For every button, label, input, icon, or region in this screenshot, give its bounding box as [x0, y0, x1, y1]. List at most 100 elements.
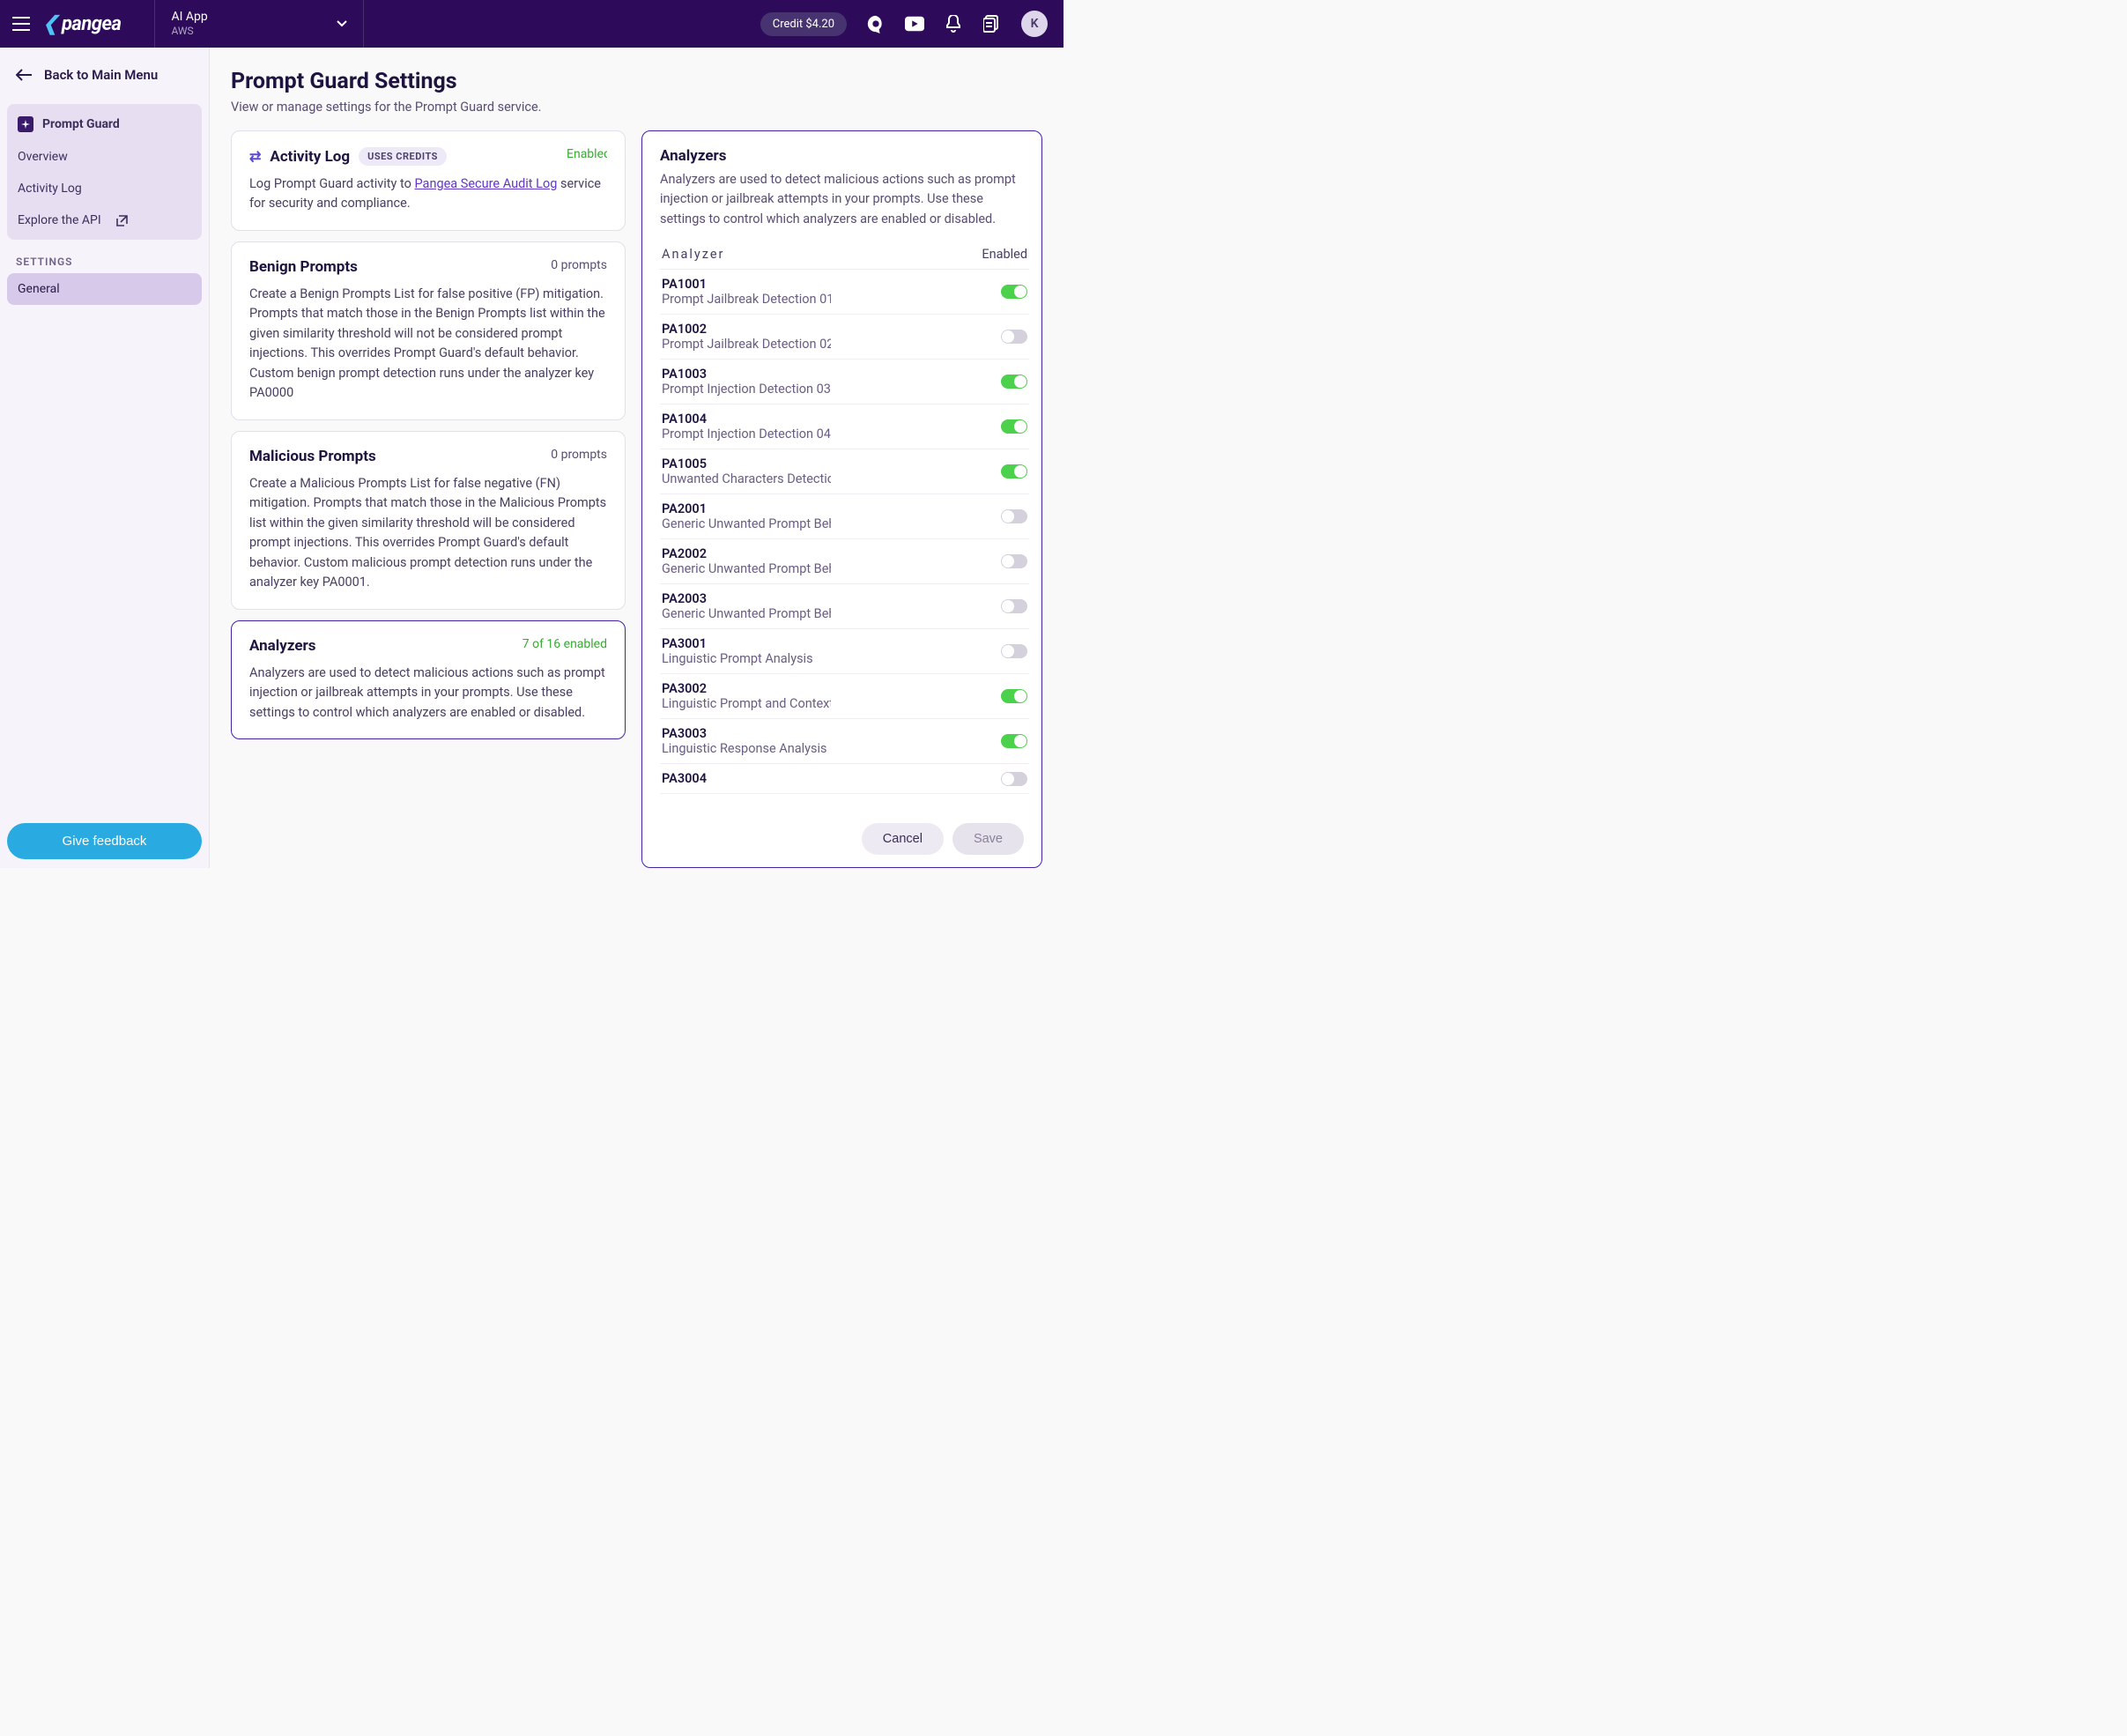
card-malicious-prompts[interactable]: Malicious Prompts 0 prompts Create a Mal… [231, 431, 626, 610]
analyzer-name: Generic Unwanted Prompt Behavior [662, 561, 831, 576]
app-selector[interactable]: AI App AWS [154, 0, 364, 48]
analyzer-row: PA2003Generic Unwanted Prompt Behavior [660, 584, 1029, 629]
chat-icon[interactable] [866, 14, 886, 33]
swap-icon: ⇄ [249, 148, 261, 165]
external-link-icon [115, 214, 129, 227]
bell-icon[interactable] [944, 14, 963, 33]
nav-explore-api[interactable]: Explore the API [7, 204, 202, 236]
chevron-down-icon [337, 20, 347, 27]
logo-text: pangea [62, 13, 122, 35]
analyzer-id: PA1004 [662, 412, 831, 427]
nav-label: Activity Log [18, 182, 82, 196]
analyzer-toggle[interactable] [1001, 375, 1027, 389]
card-analyzers[interactable]: Analyzers 7 of 16 enabled Analyzers are … [231, 620, 626, 739]
analyzer-id: PA1005 [662, 456, 831, 471]
page-title: Prompt Guard Settings [231, 69, 1042, 94]
credit-pill[interactable]: Credit $4.20 [760, 12, 847, 36]
analyzer-toggle[interactable] [1001, 644, 1027, 658]
col-enabled: Enabled [982, 247, 1027, 262]
analyzer-toggle[interactable] [1001, 599, 1027, 613]
back-to-main[interactable]: Back to Main Menu [0, 55, 209, 95]
nav-label: Overview [18, 150, 68, 164]
settings-section-label: SETTINGS [16, 256, 209, 268]
avatar[interactable]: K [1021, 11, 1048, 37]
docs-icon[interactable] [982, 14, 1002, 33]
analyzer-name: Linguistic Prompt and Context [662, 696, 831, 711]
analyzer-id: PA3004 [662, 771, 831, 786]
nav-prompt-guard[interactable]: Prompt Guard [7, 108, 202, 141]
analyzer-toggle[interactable] [1001, 285, 1027, 299]
analyzer-toggle[interactable] [1001, 689, 1027, 703]
analyzer-toggle[interactable] [1001, 509, 1027, 523]
analyzer-id: PA3002 [662, 681, 831, 696]
logo-caret-icon: ❮ [42, 13, 58, 35]
analyzer-toggle[interactable] [1001, 554, 1027, 568]
app-name: AI App [171, 10, 207, 25]
card-title: Activity Log [270, 148, 350, 166]
card-title: Malicious Prompts [249, 448, 376, 465]
nav-overview[interactable]: Overview [7, 141, 202, 173]
audit-log-link[interactable]: Pangea Secure Audit Log [414, 176, 557, 191]
panel-description: Analyzers are used to detect malicious a… [660, 170, 1034, 229]
analyzer-toggle[interactable] [1001, 330, 1027, 344]
top-header: ❮ pangea AI App AWS Credit $4.20 K [0, 0, 1064, 48]
sidebar: Back to Main Menu Prompt Guard Overview … [0, 48, 210, 868]
menu-icon [12, 17, 30, 31]
card-body: Create a Malicious Prompts List for fals… [249, 474, 607, 593]
analyzer-row: PA3001Linguistic Prompt Analysis [660, 629, 1029, 674]
analyzer-row: PA2001Generic Unwanted Prompt Behavior [660, 494, 1029, 539]
analyzer-row: PA1001Prompt Jailbreak Detection 01 [660, 270, 1029, 315]
analyzer-toggle[interactable] [1001, 734, 1027, 748]
analyzer-id: PA2002 [662, 546, 831, 561]
page-description: View or manage settings for the Prompt G… [231, 100, 1042, 115]
analyzer-row: PA3002Linguistic Prompt and Context [660, 674, 1029, 719]
credit-label: Credit $4.20 [773, 18, 834, 31]
feedback-label: Give feedback [63, 834, 147, 849]
analyzer-toggle[interactable] [1001, 464, 1027, 479]
analyzer-id: PA3001 [662, 636, 831, 651]
analyzer-row: PA3004 [660, 764, 1029, 794]
card-benign-prompts[interactable]: Benign Prompts 0 prompts Create a Benign… [231, 241, 626, 420]
main-content: Prompt Guard Settings View or manage set… [210, 48, 1064, 868]
analyzer-row: PA1005Unwanted Characters Detection [660, 449, 1029, 494]
analyzers-panel: Analyzers Analyzers are used to detect m… [641, 130, 1042, 868]
nav-general[interactable]: General [7, 273, 202, 305]
analyzer-row: PA3003Linguistic Response Analysis [660, 719, 1029, 764]
feedback-button[interactable]: Give feedback [7, 823, 202, 859]
nav-label: Explore the API [18, 213, 101, 227]
analyzer-name: Prompt Injection Detection 03 [662, 382, 831, 397]
nav-label: General [18, 282, 60, 296]
analyzer-row: PA1003Prompt Injection Detection 03 [660, 360, 1029, 404]
card-title: Benign Prompts [249, 258, 358, 276]
back-arrow-icon [16, 69, 32, 81]
analyzer-name: Linguistic Response Analysis [662, 741, 831, 756]
hamburger-menu[interactable] [0, 0, 42, 48]
youtube-icon[interactable] [905, 14, 924, 33]
card-count: 7 of 16 enabled [522, 637, 607, 651]
analyzer-row: PA1004Prompt Injection Detection 04 [660, 404, 1029, 449]
analyzer-name: Prompt Injection Detection 04 [662, 427, 831, 441]
analyzer-id: PA2003 [662, 591, 831, 606]
analyzer-toggle[interactable] [1001, 419, 1027, 434]
panel-title: Analyzers [660, 147, 1034, 165]
analyzer-name: Generic Unwanted Prompt Behavior [662, 516, 831, 531]
analyzer-toggle[interactable] [1001, 772, 1027, 786]
analyzer-id: PA1003 [662, 367, 831, 382]
nav-activity-log[interactable]: Activity Log [7, 173, 202, 204]
analyzer-name: Unwanted Characters Detection [662, 471, 831, 486]
save-button: Save [952, 823, 1024, 855]
logo[interactable]: ❮ pangea [42, 13, 121, 35]
cancel-button[interactable]: Cancel [862, 823, 944, 855]
analyzer-row: PA1002Prompt Jailbreak Detection 02 [660, 315, 1029, 360]
card-body: Analyzers are used to detect malicious a… [249, 664, 607, 723]
analyzer-name: Generic Unwanted Prompt Behavior [662, 606, 831, 621]
card-activity-log[interactable]: ⇄ Activity Log USES CREDITS Enabled Log … [231, 130, 626, 231]
analyzer-id: PA1002 [662, 322, 831, 337]
analyzer-id: PA1001 [662, 277, 831, 292]
analyzer-row: PA2002Generic Unwanted Prompt Behavior [660, 539, 1029, 584]
card-status[interactable]: Enabled [567, 147, 607, 161]
nav-block: Prompt Guard Overview Activity Log Explo… [7, 104, 202, 240]
analyzers-table[interactable]: Analyzer Enabled PA1001Prompt Jailbreak … [660, 240, 1034, 811]
analyzer-id: PA2001 [662, 501, 831, 516]
card-body: Create a Benign Prompts List for false p… [249, 285, 607, 404]
